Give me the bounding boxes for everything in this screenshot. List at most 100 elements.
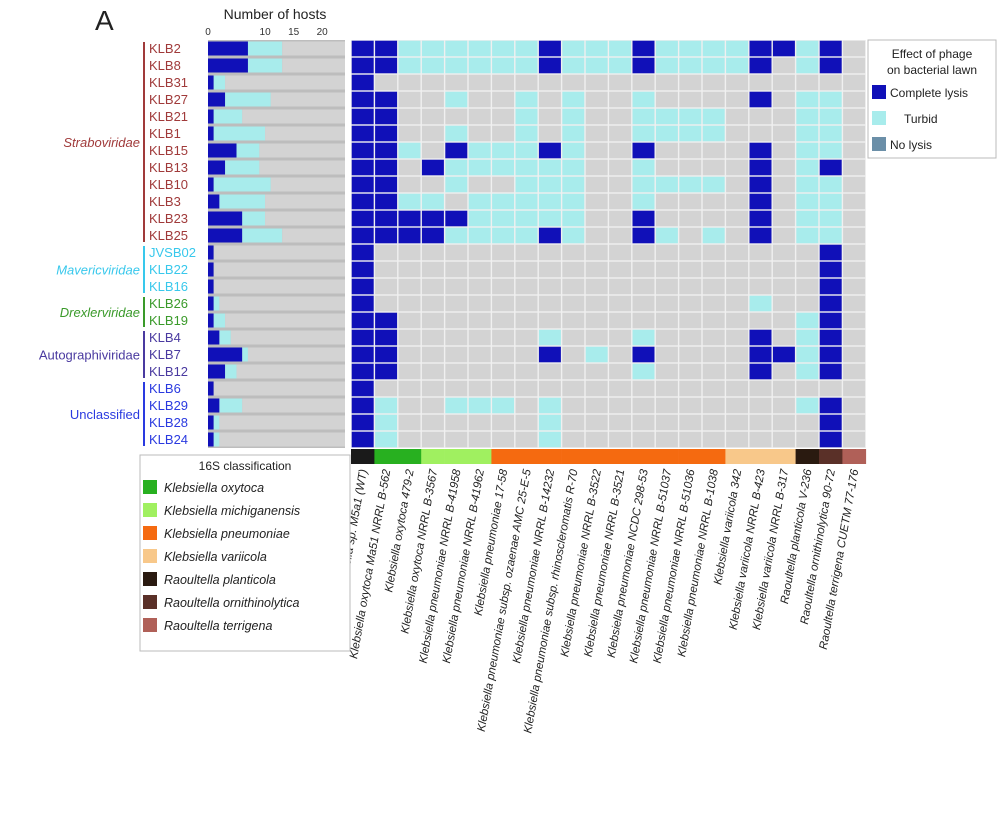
- heatmap-cell: [843, 40, 866, 57]
- heatmap-cell: [819, 108, 842, 125]
- phage-label: KLB29: [149, 398, 188, 413]
- heatmap-cell: [772, 244, 795, 261]
- heatmap-cell: [726, 176, 749, 193]
- host-count-bars: [208, 41, 345, 447]
- heatmap-cell: [375, 142, 398, 159]
- heatmap-cell: [351, 193, 374, 210]
- heatmap-cell: [609, 210, 632, 227]
- class-strip-cell: [421, 449, 445, 464]
- heatmap-cell: [398, 159, 421, 176]
- bar-turbid: [225, 364, 237, 379]
- bar-complete: [208, 415, 214, 430]
- heatmap-cell: [796, 329, 819, 346]
- heatmap-cell: [492, 380, 515, 397]
- heatmap-cell: [796, 125, 819, 142]
- heatmap-cell: [632, 74, 655, 91]
- heatmap-cell: [468, 397, 491, 414]
- heatmap-cell: [632, 91, 655, 108]
- heatmap-cell: [702, 142, 725, 159]
- heatmap-cell: [819, 295, 842, 312]
- phage-label: KLB16: [149, 279, 188, 294]
- heatmap-cell: [421, 159, 444, 176]
- bar-no-lysis: [265, 194, 345, 209]
- host-class-strip: [351, 449, 867, 464]
- bar-no-lysis: [236, 364, 345, 379]
- heatmap-cell: [843, 210, 866, 227]
- heatmap-cell: [655, 91, 678, 108]
- heatmap-cell: [445, 414, 468, 431]
- phage-label: KLB15: [149, 143, 188, 158]
- phage-label: KLB1: [149, 126, 181, 141]
- heatmap-cell: [421, 363, 444, 380]
- heatmap-cell: [632, 363, 655, 380]
- heatmap-cell: [679, 57, 702, 74]
- heatmap-cell: [445, 431, 468, 448]
- heatmap-cell: [538, 91, 561, 108]
- heatmap-cell: [585, 295, 608, 312]
- heatmap-cell: [702, 363, 725, 380]
- heatmap-cell: [632, 108, 655, 125]
- phage-label: KLB25: [149, 228, 188, 243]
- heatmap-cell: [843, 57, 866, 74]
- heatmap-cell: [726, 329, 749, 346]
- heatmap-cell: [492, 193, 515, 210]
- heatmap-cell: [726, 227, 749, 244]
- heatmap-cell: [351, 125, 374, 142]
- heatmap-cell: [609, 244, 632, 261]
- heatmap-cell: [749, 227, 772, 244]
- heatmap-cell: [585, 108, 608, 125]
- heatmap-cell: [421, 74, 444, 91]
- heatmap-cell: [772, 431, 795, 448]
- class-legend-label: Klebsiella pneumoniae: [164, 527, 290, 541]
- heatmap-cell: [609, 40, 632, 57]
- heatmap-cell: [772, 108, 795, 125]
- heatmap-cell: [819, 329, 842, 346]
- heatmap-cell: [562, 312, 585, 329]
- heatmap-cell: [609, 329, 632, 346]
- heatmap-cell: [398, 125, 421, 142]
- heatmap-cell: [398, 108, 421, 125]
- heatmap-cell: [538, 108, 561, 125]
- heatmap-cell: [632, 176, 655, 193]
- phage-label: KLB7: [149, 347, 181, 362]
- heatmap-cell: [515, 159, 538, 176]
- bar-turbid: [213, 313, 226, 328]
- heatmap-cell: [538, 227, 561, 244]
- heatmap-cell: [702, 278, 725, 295]
- bar-complete: [208, 364, 226, 379]
- heatmap-cell: [609, 397, 632, 414]
- heatmap-cell: [351, 397, 374, 414]
- bar-complete: [208, 432, 214, 447]
- heatmap-cell: [515, 414, 538, 431]
- bar-no-lysis: [259, 160, 345, 175]
- bar-tick-label: 15: [288, 27, 300, 38]
- heatmap-cell: [609, 295, 632, 312]
- heatmap-cell: [585, 397, 608, 414]
- heatmap-cell: [585, 193, 608, 210]
- heatmap-cell: [351, 312, 374, 329]
- heatmap-cell: [796, 397, 819, 414]
- phage-labels: KLB2 KLB8 KLB31 KLB27 KLB21 KLB1 KLB15 KLB13 KLB…: [149, 41, 196, 447]
- family-label: Straboviridae: [63, 135, 140, 150]
- heatmap-cell: [538, 159, 561, 176]
- heatmap-cell: [796, 210, 819, 227]
- classification-legend-title: 16S classification: [199, 459, 292, 473]
- heatmap-cell: [421, 329, 444, 346]
- heatmap-cell: [609, 159, 632, 176]
- heatmap-cell: [702, 193, 725, 210]
- heatmap-cell: [398, 278, 421, 295]
- class-legend-label: Raoultella terrigena: [164, 619, 272, 633]
- bar-complete: [208, 313, 214, 328]
- bar-no-lysis: [213, 245, 345, 260]
- heatmap-cell: [679, 142, 702, 159]
- bar-turbid: [213, 432, 220, 447]
- heatmap-cell: [796, 176, 819, 193]
- heatmap-cell: [398, 380, 421, 397]
- phage-label: KLB22: [149, 262, 188, 277]
- heatmap-cell: [679, 431, 702, 448]
- heatmap-cell: [632, 40, 655, 57]
- heatmap-cell: [655, 227, 678, 244]
- heatmap-cell: [632, 346, 655, 363]
- heatmap-cell: [702, 159, 725, 176]
- family-label: Drexlerviridae: [60, 305, 140, 320]
